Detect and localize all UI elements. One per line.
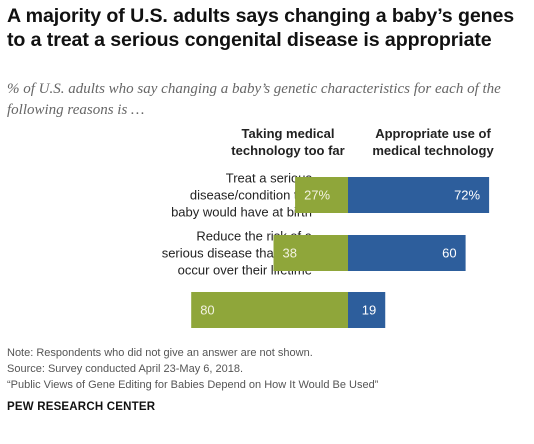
value-label-too-far: 38	[283, 246, 297, 261]
bar-appropriate	[348, 292, 386, 328]
bar-appropriate	[348, 177, 490, 213]
legend-label-too-far: Taking medical	[242, 126, 335, 141]
bar-too-far	[191, 292, 348, 328]
bar-too-far	[295, 177, 348, 213]
brand-name: PEW RESEARCH CENTER	[7, 401, 156, 413]
note-text: Note: Respondents who did not give an an…	[7, 347, 313, 359]
value-label-appropriate: 19	[362, 303, 376, 318]
legend-label-appropriate: Appropriate use of	[375, 126, 491, 141]
value-label-appropriate: 72%	[454, 188, 480, 203]
category-label: Treat a serious	[226, 171, 313, 186]
value-label-too-far: 27%	[304, 188, 330, 203]
category-label: baby would have at birth	[171, 205, 312, 220]
value-label-appropriate: 60	[442, 246, 456, 261]
chart-subtitle: % of U.S. adults who say changing a baby…	[7, 81, 501, 118]
source-text: Source: Survey conducted April 23-May 6,…	[7, 363, 244, 375]
report-title-text: “Public Views of Gene Editing for Babies…	[7, 379, 379, 391]
category-label: disease/condition the	[190, 188, 312, 203]
bar-too-far	[273, 235, 348, 271]
bar-appropriate	[348, 235, 466, 271]
chart-title: A majority of U.S. adults says changing …	[7, 5, 515, 51]
legend-label-too-far: technology too far	[231, 143, 344, 158]
value-label-too-far: 80	[200, 303, 214, 318]
legend-label-appropriate: medical technology	[372, 143, 494, 158]
